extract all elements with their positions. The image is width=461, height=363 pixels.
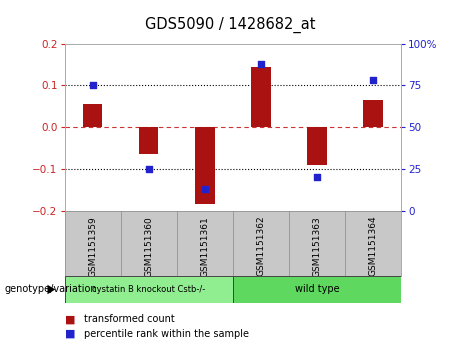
Text: cystatin B knockout Cstb-/-: cystatin B knockout Cstb-/- [92,285,205,294]
Text: transformed count: transformed count [84,314,175,325]
Text: percentile rank within the sample: percentile rank within the sample [84,329,249,339]
Bar [195,127,214,204]
Text: GSM1151359: GSM1151359 [88,216,97,277]
Bar [83,104,102,127]
Text: wild type: wild type [295,285,339,294]
Text: genotype/variation: genotype/variation [5,285,97,294]
Bar [251,66,271,127]
Bar [307,127,327,165]
Text: GSM1151363: GSM1151363 [313,216,321,277]
Point [89,82,96,88]
Text: GSM1151360: GSM1151360 [144,216,153,277]
Point [145,166,152,172]
Point [313,174,321,180]
Bar [139,127,159,154]
Text: ■: ■ [65,329,75,339]
Text: GSM1151361: GSM1151361 [200,216,209,277]
Text: GDS5090 / 1428682_at: GDS5090 / 1428682_at [145,16,316,33]
Bar [233,276,401,303]
Text: GSM1151362: GSM1151362 [256,216,266,276]
Text: GSM1151364: GSM1151364 [368,216,378,276]
Point [369,77,377,83]
Text: ■: ■ [65,314,75,325]
Point [257,61,265,66]
Point [201,186,208,192]
Bar [65,276,233,303]
Bar [363,100,383,127]
